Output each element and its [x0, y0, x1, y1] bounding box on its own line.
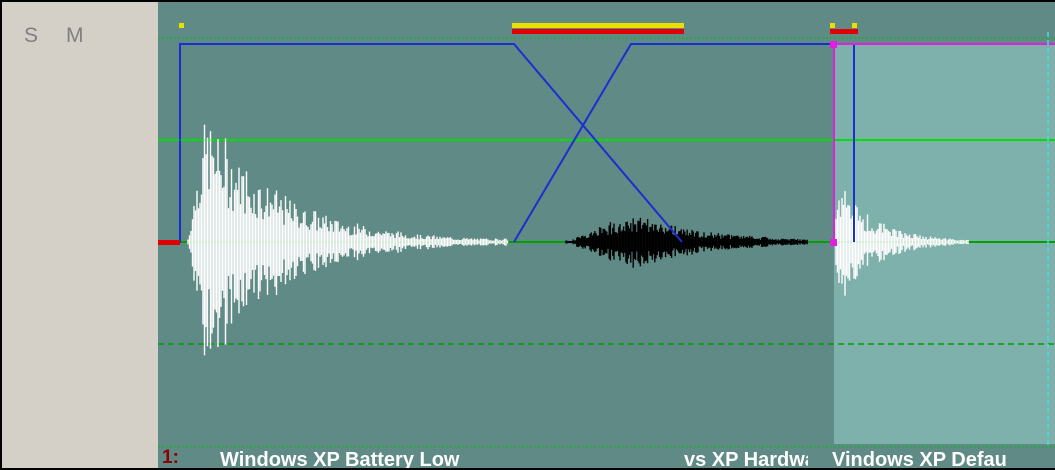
crossfade-bar-yellow	[512, 23, 684, 28]
track-number: 1:	[162, 447, 179, 468]
volume-envelope-clip-2[interactable]	[513, 43, 834, 243]
clip-1-label: Windows XP Battery Low	[220, 449, 460, 468]
track-header-panel: S M	[2, 2, 158, 468]
marker-small-left	[179, 23, 184, 28]
pan-handle-top[interactable]	[830, 41, 837, 48]
marker-small-right-b	[852, 23, 857, 28]
marker-small-right-a	[830, 23, 835, 28]
clip-2-label: vs XP Hardwa	[684, 449, 808, 468]
pan-handle-bottom[interactable]	[830, 239, 837, 246]
track-timeline[interactable]: 1: Windows XP Battery Low vs XP Hardwa V…	[158, 2, 1055, 468]
crossfade-marker-clip-1-start	[158, 240, 180, 245]
track-canvas	[158, 23, 1055, 448]
solo-button[interactable]: S	[24, 24, 39, 47]
crossfade-bar-red-right	[830, 29, 858, 34]
crossfade-bar-red	[512, 29, 684, 34]
clip-1-waveform[interactable]	[187, 124, 509, 356]
mute-button[interactable]: M	[66, 24, 84, 47]
clip-3-label: Vindows XP Defau	[832, 449, 1007, 468]
clip-3-waveform[interactable]	[835, 191, 969, 296]
clip-2-waveform[interactable]	[565, 217, 808, 268]
